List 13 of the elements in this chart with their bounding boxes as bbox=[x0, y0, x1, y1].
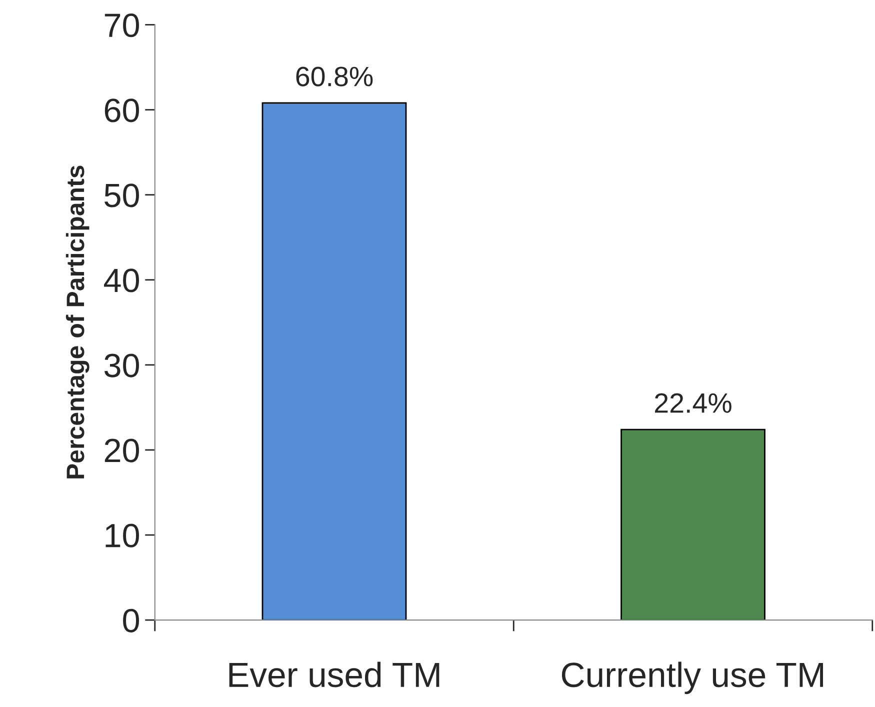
data-label: 60.8% bbox=[296, 66, 373, 86]
y-tick-label: 10 bbox=[106, 524, 139, 548]
y-tick-label: 30 bbox=[104, 354, 139, 378]
y-tick-label: 50 bbox=[104, 184, 139, 208]
y-tick-label: 60 bbox=[104, 98, 139, 122]
y-tick-label: 40 bbox=[104, 268, 139, 292]
data-label: 22.4% bbox=[655, 393, 732, 413]
y-tick-label: 70 bbox=[104, 14, 139, 38]
y-tick-label: 0 bbox=[123, 608, 139, 632]
x-tick-label: Currently use TM bbox=[562, 662, 823, 694]
x-tick-label: Ever used TM bbox=[229, 662, 440, 688]
y-tick-label: 20 bbox=[104, 438, 139, 462]
y-axis-title: Percentage of Participants bbox=[66, 166, 90, 478]
